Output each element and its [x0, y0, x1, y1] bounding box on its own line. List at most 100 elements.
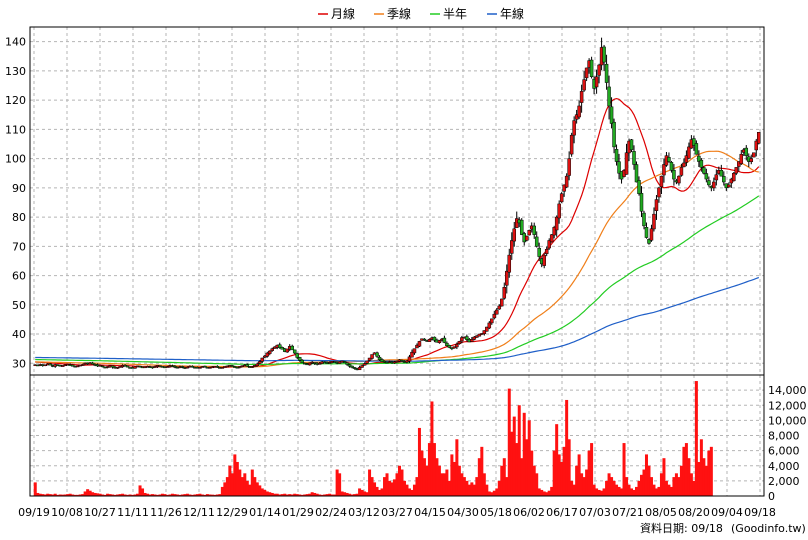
- candle-body: [80, 364, 85, 366]
- volume-bar: [48, 494, 52, 496]
- volume-bar: [600, 490, 604, 496]
- volume-bar: [68, 493, 72, 496]
- volume-bar: [230, 473, 234, 496]
- candle-body: [415, 344, 419, 349]
- candle-body: [557, 203, 561, 219]
- candle-body: [370, 354, 374, 359]
- volume-bar: [288, 494, 292, 496]
- candle-body: [639, 193, 644, 212]
- date-tick-label: 12/11: [183, 506, 215, 519]
- candle-body: [447, 345, 452, 348]
- volume-bar: [328, 493, 332, 496]
- candle-body: [100, 365, 105, 368]
- candle-body: [347, 364, 352, 367]
- volume-bar: [460, 473, 464, 496]
- volume-bar: [315, 493, 319, 496]
- price-tick-label: 110: [5, 123, 26, 136]
- volume-bar: [500, 465, 504, 496]
- volume-bar: [450, 454, 454, 496]
- volume-bar: [348, 493, 352, 496]
- volume-bar: [370, 477, 374, 496]
- candle-body: [307, 362, 312, 366]
- volume-bar: [36, 492, 40, 496]
- volume-bar: [308, 493, 312, 496]
- volume-bar: [245, 480, 249, 496]
- volume-bar: [502, 458, 506, 496]
- volume-bar: [582, 477, 586, 496]
- candle-body: [577, 105, 581, 118]
- candle-body: [472, 336, 477, 340]
- candle-body: [697, 155, 701, 162]
- candle-body: [562, 184, 566, 192]
- volume-bar: [388, 480, 392, 496]
- candle-body: [589, 59, 594, 77]
- volume-bar: [235, 461, 239, 496]
- candlesticks: [33, 37, 761, 371]
- volume-bar: [687, 458, 691, 496]
- volume-bar: [280, 494, 284, 496]
- volume-bar: [121, 493, 125, 496]
- volume-bar: [417, 427, 421, 496]
- legend: 月線 季線 半年 年線: [318, 6, 524, 21]
- candle-body: [714, 174, 719, 181]
- volume-tick-label: 6,000: [768, 445, 800, 458]
- candle-body: [552, 227, 556, 236]
- volume-bar: [146, 493, 150, 496]
- price-tick-label: 100: [5, 153, 26, 166]
- volume-bar: [260, 488, 264, 496]
- price-tick-label: 140: [5, 36, 26, 49]
- volume-bar: [667, 484, 671, 496]
- candle-body: [582, 79, 586, 91]
- candle-body: [198, 367, 202, 369]
- volume-bar: [689, 473, 693, 496]
- volume-bar: [131, 494, 135, 496]
- volume-bar: [699, 439, 703, 496]
- candle-body: [604, 63, 609, 83]
- ma-line-4: [35, 276, 760, 362]
- volume-bar: [73, 494, 77, 496]
- candle-body: [642, 212, 646, 227]
- volume-bar: [440, 473, 444, 496]
- date-axis-ticks: 09/19 10/08 10/27 11/11 11/26 12/11 12/29 01/14…: [18, 506, 776, 519]
- volume-bar: [530, 450, 534, 496]
- volume-bar: [432, 443, 436, 496]
- candle-body: [702, 167, 706, 174]
- candle-body: [744, 147, 749, 156]
- volume-bar: [657, 486, 661, 496]
- date-tick-label: 12/29: [216, 506, 248, 519]
- candle-body: [485, 326, 489, 332]
- candle-body: [752, 152, 756, 158]
- volume-bar: [378, 489, 382, 496]
- candle-body: [737, 161, 741, 167]
- candle-body: [659, 175, 664, 188]
- candle-body: [337, 361, 342, 364]
- candle-body: [285, 348, 289, 353]
- footer-source: (Goodinfo.tw): [731, 522, 806, 535]
- volume-bar: [46, 493, 50, 496]
- candle-body: [455, 344, 459, 348]
- candle-body: [617, 161, 621, 174]
- candle-body: [672, 169, 676, 180]
- legend-label: 年線: [500, 6, 524, 21]
- volume-bar: [170, 493, 174, 496]
- volume-bar: [452, 461, 456, 496]
- volume-bar: [467, 484, 471, 496]
- volume-bar: [248, 484, 252, 496]
- date-tick-label: 11/11: [117, 506, 149, 519]
- candle-body: [677, 175, 681, 184]
- price-tick-label: 130: [5, 65, 26, 78]
- candle-body: [559, 193, 564, 203]
- candle-body: [110, 365, 115, 368]
- volume-bar: [517, 405, 521, 496]
- volume-bar: [610, 477, 614, 496]
- volume-bar: [547, 490, 551, 496]
- candle-body: [694, 143, 699, 155]
- volume-bar: [697, 461, 701, 496]
- volume-bar: [654, 488, 658, 496]
- volume-bar: [63, 494, 67, 496]
- volume-bar: [310, 492, 314, 496]
- candle-body: [584, 67, 589, 79]
- candle-body: [362, 363, 367, 366]
- date-tick-label: 04/15: [414, 506, 446, 519]
- volume-bar: [470, 482, 474, 496]
